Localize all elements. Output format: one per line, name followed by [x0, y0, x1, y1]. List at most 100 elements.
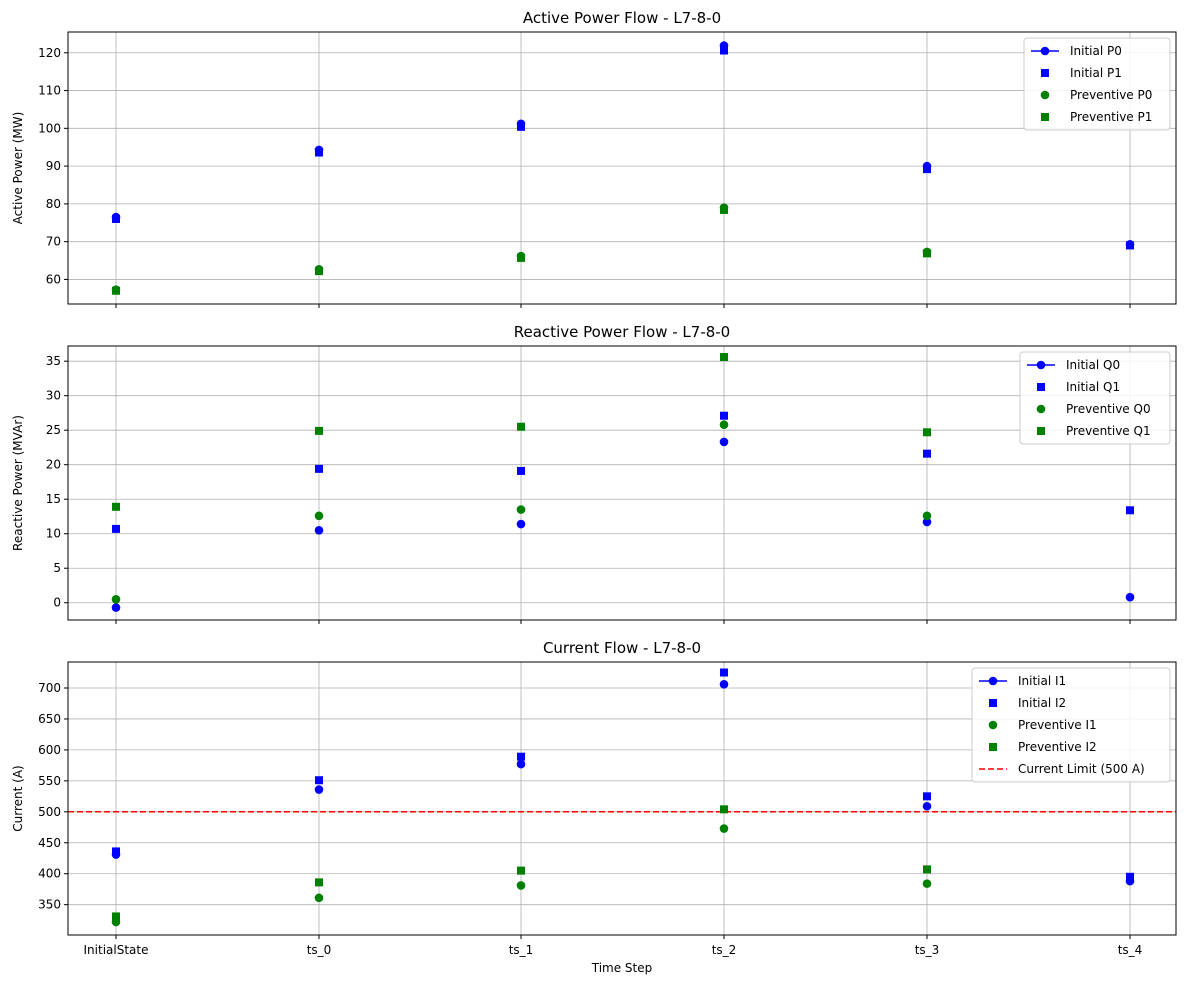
data-point-initial-p1	[1126, 241, 1134, 250]
legend-label: Current Limit (500 A)	[1018, 762, 1145, 776]
chart-panel-2: 0 5 10 15 20 25 30 35 Reactive Power Flow - L7-8…	[11, 323, 1177, 624]
data-point-initial-p1	[517, 122, 525, 131]
data-point-preventive-p1	[315, 267, 323, 276]
data-point-preventive-p1	[923, 249, 931, 258]
data-point-initial-i1	[922, 801, 932, 811]
data-point-initial-q0	[922, 517, 932, 527]
y-tick-label: 450	[38, 836, 61, 850]
data-point-initial-i1	[516, 759, 526, 769]
y-tick-label: 400	[38, 867, 61, 881]
legend-box	[1023, 37, 1171, 131]
data-point-preventive-q0	[314, 511, 324, 521]
legend-swatch	[988, 676, 998, 686]
data-point-initial-i2	[720, 668, 728, 677]
data-point-initial-q1	[923, 449, 931, 458]
data-point-preventive-p1	[112, 286, 120, 295]
legend-box	[1019, 351, 1171, 445]
data-point-preventive-p1	[517, 253, 525, 262]
legend-label: Initial Q0	[1066, 358, 1120, 372]
data-point-preventive-q1	[720, 353, 728, 362]
y-tick-label: 100	[38, 121, 61, 135]
data-point-initial-p1	[923, 165, 931, 174]
chart-panel-1: 60 70 80 90 100 110 120 Active Power Flow - L7-…	[11, 9, 1177, 308]
y-axis-label: Active Power (MW)	[11, 112, 25, 225]
y-tick-label: 0	[53, 596, 61, 610]
data-point-preventive-q1	[112, 502, 120, 511]
data-point-initial-q1	[517, 466, 525, 475]
data-point-initial-i2	[315, 776, 323, 785]
data-point-initial-q1	[720, 411, 728, 420]
y-tick-label: 80	[46, 197, 61, 211]
legend-swatch	[1036, 360, 1046, 370]
axes-frame	[67, 661, 1177, 936]
y-axis-label: Current (A)	[11, 765, 25, 831]
legend-swatch	[1036, 404, 1046, 414]
data-point-preventive-q0	[111, 594, 121, 604]
axes-frame	[67, 345, 1177, 621]
legend-swatch	[989, 743, 997, 751]
data-point-initial-q1	[315, 464, 323, 473]
legend-swatch	[1041, 69, 1049, 77]
x-tick-label: ts_1	[509, 943, 534, 957]
data-point-preventive-p1	[720, 205, 728, 214]
x-tick-label: ts_2	[712, 943, 737, 957]
y-tick-label: 550	[38, 774, 61, 788]
x-tick-label: ts_4	[1118, 943, 1143, 957]
data-point-preventive-i2	[112, 912, 120, 921]
data-point-initial-q0	[111, 603, 121, 612]
data-point-preventive-i1	[314, 893, 324, 903]
y-tick-label: 350	[38, 898, 61, 912]
data-point-preventive-q0	[719, 420, 729, 429]
y-tick-label: 650	[38, 712, 61, 726]
x-axis-label: Time Step	[591, 961, 653, 975]
y-tick-label: 5	[53, 561, 61, 575]
legend-swatch	[1037, 383, 1045, 391]
legend-label: Initial Q1	[1066, 380, 1120, 394]
chart-title: Active Power Flow - L7-8-0	[523, 9, 721, 27]
axes-frame	[67, 31, 1177, 305]
data-point-preventive-q0	[922, 511, 932, 521]
y-tick-label: 90	[46, 159, 61, 173]
data-point-initial-q0	[516, 519, 526, 529]
x-tick-label: ts_3	[915, 943, 940, 957]
data-point-preventive-q1	[923, 428, 931, 437]
legend-swatch	[1037, 427, 1045, 435]
legend-label: Preventive P1	[1070, 110, 1152, 124]
data-point-preventive-i2	[517, 866, 525, 875]
data-point-initial-p1	[720, 46, 728, 55]
chart-title: Reactive Power Flow - L7-8-0	[514, 323, 730, 341]
data-point-initial-i2	[517, 752, 525, 761]
data-point-preventive-i2	[315, 878, 323, 887]
y-tick-label: 30	[46, 389, 61, 403]
y-tick-label: 35	[46, 354, 61, 368]
data-point-preventive-i2	[720, 805, 728, 814]
legend-swatch	[1041, 113, 1049, 121]
data-point-initial-i1	[314, 785, 324, 794]
legend-swatch	[988, 720, 998, 730]
data-point-initial-p1	[112, 215, 120, 223]
y-tick-label: 700	[38, 681, 61, 695]
y-tick-label: 70	[46, 235, 61, 249]
legend-label: Initial P0	[1070, 44, 1122, 58]
y-tick-label: 10	[46, 527, 61, 541]
legend-label: Initial I2	[1018, 696, 1066, 710]
y-tick-label: 20	[46, 458, 61, 472]
y-tick-label: 15	[46, 492, 61, 506]
data-point-initial-q1	[1126, 506, 1134, 515]
data-point-initial-p1	[315, 148, 323, 157]
y-tick-label: 120	[38, 46, 61, 60]
chart-panel-3: 350 400 450 500 550 600 650 700 InitialState ts_0…	[11, 639, 1177, 975]
legend: Initial Q0 Initial Q1 Preventive Q0 Prevent…	[1019, 351, 1171, 445]
legend-swatch	[1040, 90, 1050, 100]
data-point-preventive-i1	[516, 881, 526, 890]
data-point-initial-q0	[314, 525, 324, 535]
data-point-preventive-q0	[516, 505, 526, 514]
chart-title: Current Flow - L7-8-0	[543, 639, 701, 657]
legend-label: Initial I1	[1018, 674, 1066, 688]
data-point-initial-q1	[112, 524, 120, 533]
x-tick-label: ts_0	[307, 943, 332, 957]
legend-label: Preventive Q1	[1066, 424, 1151, 438]
legend: Initial I1 Initial I2 Preventive I1 Prevent…	[971, 667, 1171, 783]
data-point-preventive-q1	[517, 422, 525, 431]
data-point-initial-q0	[719, 437, 729, 447]
